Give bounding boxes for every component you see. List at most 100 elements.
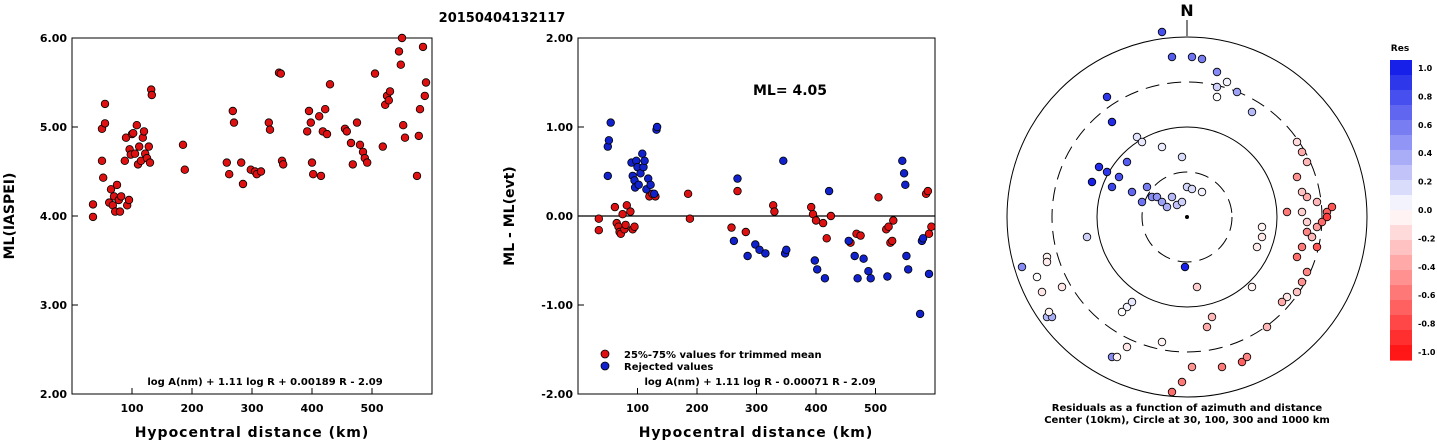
polar-data-point	[1292, 287, 1302, 297]
colorbar-cell	[1390, 60, 1412, 76]
colorbar-ticks: 1.0 0.8 0.6 0.4 0.2 0.0 -0.2 -0.4 -0.6 -0.8 -1.0	[1418, 64, 1436, 357]
x-tick-label: 500	[361, 402, 384, 415]
data-point	[322, 129, 332, 139]
data-point	[147, 90, 156, 100]
middle-points	[594, 118, 936, 319]
data-point	[315, 112, 324, 121]
polar-data-point	[1207, 312, 1217, 322]
polar-data-point	[1237, 357, 1247, 367]
polar-data-point	[1212, 82, 1222, 92]
data-point	[866, 274, 875, 283]
data-point	[646, 180, 655, 189]
data-point	[303, 127, 312, 136]
data-point	[228, 106, 237, 116]
colorbar-cell	[1390, 105, 1412, 121]
left-y-axis-label: ML(IASPEI)	[2, 173, 18, 260]
polar-data-point	[1122, 157, 1132, 167]
data-point	[874, 193, 883, 202]
polar-data-point	[1122, 342, 1132, 352]
polar-data-point	[1192, 282, 1202, 292]
data-point	[415, 104, 425, 114]
polar-data-point	[1197, 187, 1207, 197]
data-point	[306, 118, 315, 127]
polar-points	[1017, 27, 1337, 397]
ring-100km	[1096, 126, 1278, 308]
polar-data-point	[1262, 322, 1272, 332]
polar-data-point	[1297, 207, 1307, 217]
y-tick-label: 4.00	[40, 210, 67, 223]
polar-data-point	[1222, 77, 1232, 87]
data-point	[915, 309, 925, 319]
polar-caption-line2: Center (10km), Circle at 30, 100, 300 an…	[1044, 415, 1330, 426]
data-point	[121, 133, 131, 142]
polar-data-point	[1312, 222, 1322, 232]
data-point	[100, 99, 110, 109]
data-point	[822, 234, 831, 243]
data-point	[650, 189, 659, 198]
data-point	[811, 216, 821, 225]
polar-data-point	[1142, 182, 1152, 192]
center-dot	[1185, 215, 1189, 219]
y-tick-label: 2.00	[546, 32, 573, 45]
data-point	[276, 69, 285, 78]
data-point	[743, 251, 752, 261]
polar-chart: N Residuals as a function of azimuth and…	[1006, 1, 1368, 426]
colorbar-cell	[1390, 195, 1412, 211]
ring-30km	[1141, 171, 1233, 263]
left-points	[88, 33, 431, 222]
colorbar-cell	[1390, 120, 1412, 136]
polar-data-point	[1302, 227, 1312, 237]
data-point	[420, 91, 429, 101]
polar-data-point	[1297, 242, 1307, 252]
polar-data-point	[1312, 242, 1322, 252]
data-point	[132, 120, 141, 130]
data-point	[683, 189, 693, 198]
polar-caption-line1: Residuals as a function of azimuth and d…	[1052, 403, 1323, 414]
polar-data-point	[1247, 107, 1257, 117]
data-point	[385, 87, 395, 96]
polar-data-point	[1167, 192, 1177, 202]
figure-title: 20150404132117	[439, 11, 566, 26]
polar-data-point	[1127, 297, 1137, 307]
polar-data-point	[1322, 212, 1332, 222]
polar-data-point	[1044, 307, 1054, 317]
data-point	[414, 131, 423, 141]
polar-data-point	[1167, 52, 1177, 62]
polar-data-point	[1282, 207, 1292, 217]
data-point	[761, 249, 770, 258]
data-point	[782, 245, 791, 254]
polar-data-point	[1180, 262, 1190, 272]
data-point	[264, 118, 273, 127]
data-point	[421, 78, 431, 87]
data-point	[396, 60, 405, 69]
colorbar: Res 1.0 0.8 0.6 0.4 0.2 0.0 -0.2 -0.4 -0.6 -0.8 -1…	[1390, 44, 1436, 361]
polar-data-point	[1302, 267, 1312, 277]
data-point	[370, 69, 380, 78]
data-point	[889, 216, 898, 225]
y-tick-label: -2.00	[541, 388, 573, 401]
y-tick-label: -1.00	[541, 299, 573, 312]
data-point	[923, 186, 933, 196]
data-point	[733, 174, 742, 183]
data-point	[927, 222, 936, 231]
left-plot-frame	[71, 37, 433, 395]
polar-data-point	[1157, 197, 1167, 207]
colorbar-cell	[1390, 75, 1412, 91]
colorbar-cell	[1390, 255, 1412, 271]
polar-data-point	[1197, 54, 1207, 64]
middle-y-ticks: -2.00 -1.00 0.00 1.00 2.00	[541, 32, 584, 401]
polar-data-point	[1187, 362, 1197, 372]
x-tick-label: 200	[181, 402, 204, 415]
data-point	[106, 185, 116, 194]
data-point	[88, 212, 98, 222]
polar-data-point	[1277, 297, 1287, 307]
colorbar-cells	[1390, 60, 1412, 361]
polar-data-point	[1037, 287, 1047, 297]
left-chart: 2.00 3.00 4.00 5.00 6.00 100 200 300 400 500 log…	[2, 32, 433, 441]
middle-chart: -2.00 -1.00 0.00 1.00 2.00 100 200 300 400 500 M…	[502, 32, 936, 441]
data-point	[98, 173, 108, 182]
polar-data-point	[1057, 282, 1067, 292]
y-tick-label: 1.00	[546, 121, 573, 134]
data-point	[97, 156, 107, 165]
data-point	[384, 96, 393, 105]
